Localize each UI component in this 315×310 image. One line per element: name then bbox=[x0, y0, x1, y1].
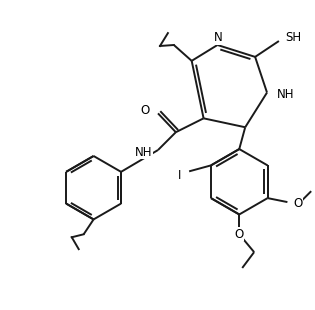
Text: NH: NH bbox=[135, 145, 152, 158]
Text: NH: NH bbox=[277, 88, 295, 101]
Text: O: O bbox=[235, 228, 244, 241]
Text: O: O bbox=[293, 197, 303, 210]
Text: N: N bbox=[214, 31, 223, 44]
Text: SH: SH bbox=[285, 31, 301, 44]
Text: O: O bbox=[141, 104, 150, 117]
Text: I: I bbox=[178, 169, 181, 182]
